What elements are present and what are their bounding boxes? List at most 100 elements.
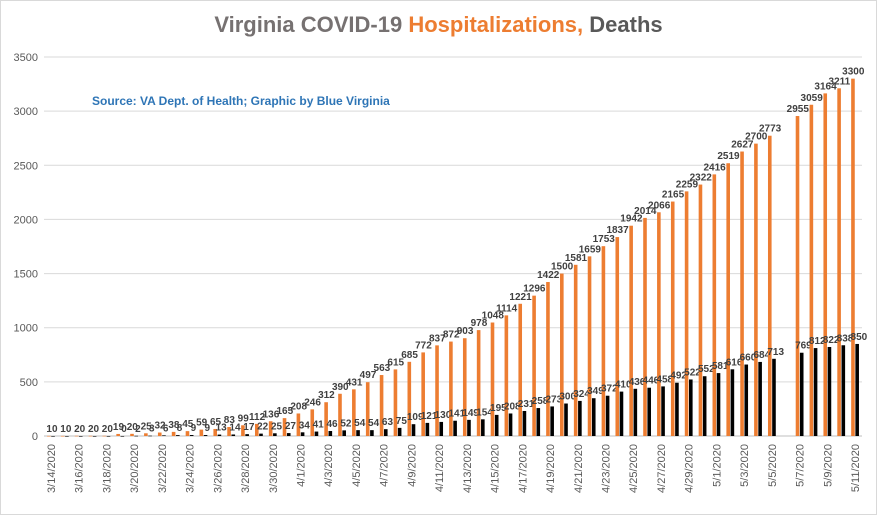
deaths-bar: [467, 419, 471, 436]
hospitalizations-bar: [185, 431, 190, 436]
deaths-data-label: 552: [698, 364, 715, 375]
deaths-bar: [813, 348, 818, 436]
hospitalizations-bar: [254, 423, 259, 436]
deaths-data-label: 231: [518, 399, 535, 410]
hospitalizations-bar: [227, 427, 231, 436]
hospitalizations-data-label: 903: [457, 326, 474, 337]
x-tick-label: 4/25/2020: [628, 444, 640, 493]
x-tick-label: 4/27/2020: [656, 444, 668, 493]
deaths-data-label: 46: [326, 419, 338, 430]
deaths-bar: [78, 436, 83, 437]
deaths-data-label: 54: [354, 418, 366, 429]
hospitalizations-bar: [657, 212, 661, 436]
hospitalizations-data-label: 19: [113, 422, 125, 433]
hospitalizations-bar: [449, 341, 453, 436]
x-tick-label: 4/3/2020: [323, 444, 335, 487]
hospitalizations-data-label: 1500: [551, 262, 574, 273]
deaths-bar: [286, 433, 291, 436]
x-tick-label: 4/11/2020: [434, 444, 446, 492]
hospitalizations-data-label: 3300: [842, 67, 865, 78]
hospitalizations-data-label: 431: [346, 377, 363, 388]
x-tick-label: 3/18/2020: [101, 444, 113, 493]
hospitalizations-data-label: 38: [168, 420, 180, 431]
x-tick-label: 5/7/2020: [795, 444, 807, 487]
x-tick-label: 4/7/2020: [379, 444, 391, 487]
deaths-bar: [564, 403, 568, 436]
hospitalizations-data-label: 246: [304, 397, 321, 408]
hospitalizations-bar: [754, 143, 758, 436]
hospitalizations-data-label: 2627: [731, 140, 754, 151]
deaths-bar: [328, 431, 333, 436]
hospitalizations-data-label: 1942: [620, 214, 643, 225]
hospitalizations-data-label: 99: [238, 413, 250, 424]
hospitalizations-data-label: 112: [249, 412, 266, 423]
hospitalizations-data-label: 3164: [814, 81, 837, 92]
deaths-bar: [259, 433, 263, 436]
hospitalizations-data-label: 978: [471, 318, 488, 329]
deaths-data-label: 22: [257, 422, 269, 433]
hospitalizations-bar: [74, 435, 79, 437]
deaths-bar: [162, 435, 166, 436]
hospitalizations-data-label: 2955: [787, 104, 810, 115]
hospitalizations-data-label: 20: [127, 422, 139, 433]
hospitalizations-bar: [795, 116, 800, 436]
deaths-data-label: 52: [340, 418, 352, 429]
hospitalizations-data-label: 1114: [496, 303, 518, 314]
hospitalizations-data-label: 1221: [509, 292, 532, 303]
hospitalizations-bar: [393, 369, 398, 436]
x-tick-label: 5/5/2020: [767, 444, 779, 487]
hospitalizations-bar: [518, 303, 523, 436]
deaths-bar: [702, 376, 707, 436]
deaths-bar: [134, 435, 139, 437]
deaths-bar: [799, 352, 804, 436]
hospitalizations-bar: [144, 433, 148, 436]
hospitalizations-bar: [726, 163, 730, 437]
deaths-bar: [619, 391, 624, 436]
hospitalizations-data-label: 1837: [606, 225, 629, 236]
x-tick-label: 4/29/2020: [684, 444, 696, 493]
deaths-bar: [591, 398, 596, 436]
deaths-data-label: 195: [490, 403, 507, 414]
deaths-data-label: 3: [149, 424, 155, 435]
deaths-data-label: 8: [177, 423, 183, 434]
hospitalizations-data-label: 872: [443, 330, 460, 341]
hospitalizations-bar: [767, 135, 772, 437]
hospitalizations-bar: [157, 432, 162, 436]
hospitalizations-data-label: 65: [210, 417, 222, 428]
deaths-data-label: 9: [204, 423, 210, 434]
hospitalizations-data-label: 83: [224, 415, 236, 426]
deaths-data-label: 63: [382, 417, 394, 428]
hospitalizations-data-label: 45: [182, 419, 194, 430]
hospitalizations-bar: [740, 151, 744, 436]
deaths-data-label: 208: [504, 401, 521, 412]
deaths-bar: [522, 410, 527, 436]
deaths-bar: [716, 373, 721, 436]
hospitalizations-bar: [670, 201, 675, 436]
hospitalizations-bar: [601, 246, 606, 436]
deaths-data-label: 0: [94, 424, 100, 435]
hospitalizations-bar: [560, 273, 564, 436]
x-tick-label: 5/3/2020: [739, 444, 751, 487]
x-tick-label: 4/21/2020: [573, 444, 585, 493]
deaths-bar: [231, 434, 236, 436]
deaths-data-label: 75: [396, 416, 408, 427]
y-tick-label: 0: [32, 431, 38, 443]
hospitalizations-data-label: 312: [318, 390, 335, 401]
deaths-bar: [550, 406, 554, 436]
x-tick-label: 3/26/2020: [212, 444, 224, 493]
hospitalizations-bar: [102, 435, 107, 437]
hospitalizations-data-label: 25: [141, 421, 153, 432]
deaths-bar: [439, 421, 444, 436]
hospitalizations-bar: [546, 282, 550, 436]
hospitalizations-bar: [407, 361, 412, 436]
y-tick-label: 2000: [14, 214, 38, 226]
x-tick-label: 3/16/2020: [74, 444, 86, 493]
deaths-data-label: 14: [229, 422, 241, 433]
hospitalizations-bar: [809, 104, 814, 436]
deaths-data-label: 0: [80, 424, 86, 435]
x-tick-label: 3/30/2020: [268, 444, 280, 493]
hospitalizations-data-label: 390: [332, 382, 349, 393]
deaths-data-label: 130: [435, 410, 452, 421]
hospitalizations-bar: [421, 352, 425, 436]
x-tick-label: 3/28/2020: [240, 444, 252, 493]
